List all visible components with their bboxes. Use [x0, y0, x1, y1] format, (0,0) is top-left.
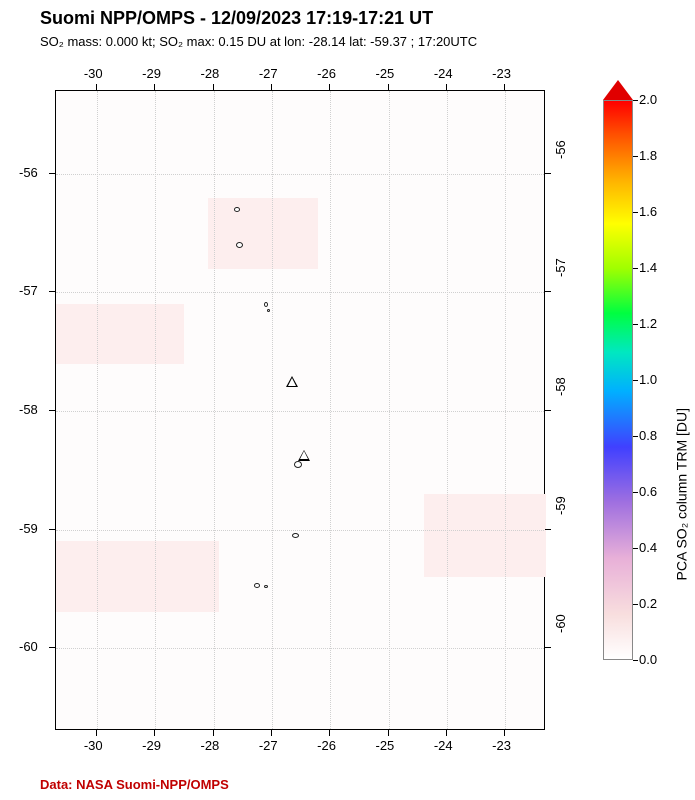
gridline-vertical [155, 91, 156, 729]
lon-tick-label: -30 [84, 738, 103, 753]
colorbar-tick-label: 1.8 [639, 148, 657, 163]
gridline-horizontal [56, 648, 544, 649]
colorbar-over-arrow [603, 80, 633, 100]
lat-tick-label: -58 [553, 377, 568, 396]
lat-tick-label: -56 [553, 140, 568, 159]
colorbar-tick-label: 1.2 [639, 316, 657, 331]
lon-tick-label: -24 [434, 66, 453, 81]
lon-tick-label: -26 [317, 738, 336, 753]
colorbar-tick-label: 1.4 [639, 260, 657, 275]
colorbar-gradient [603, 100, 633, 660]
island-outline [292, 533, 299, 538]
island-outline [254, 583, 260, 588]
lon-tick-label: -27 [259, 66, 278, 81]
colorbar-tick-label: 1.6 [639, 204, 657, 219]
lon-tick-label: -29 [142, 66, 161, 81]
lon-tick-label: -30 [84, 66, 103, 81]
colorbar-tick-label: 2.0 [639, 92, 657, 107]
lon-tick-label: -25 [376, 738, 395, 753]
volcano-marker-icon [286, 376, 298, 387]
lat-tick-label: -60 [553, 614, 568, 633]
colorbar-tick-label: 0.4 [639, 540, 657, 555]
gridline-vertical [272, 91, 273, 729]
gridline-vertical [97, 91, 98, 729]
gridline-vertical [214, 91, 215, 729]
chart-title: Suomi NPP/OMPS - 12/09/2023 17:19-17:21 … [40, 8, 433, 29]
colorbar-title: PCA SO₂ column TRM [DU] [673, 408, 689, 580]
data-credit: Data: NASA Suomi-NPP/OMPS [40, 777, 229, 792]
colorbar-tick-label: 1.0 [639, 372, 657, 387]
map-plot-area [55, 90, 545, 730]
volcano-marker-icon [298, 450, 310, 461]
data-patch [56, 304, 184, 363]
colorbar: 0.00.20.40.60.81.01.21.41.61.82.0 [603, 100, 633, 700]
lon-tick-label: -28 [201, 66, 220, 81]
lat-tick-label: -57 [19, 283, 38, 298]
data-patch [56, 541, 219, 612]
lon-tick-label: -28 [201, 738, 220, 753]
lon-tick-label: -23 [492, 66, 511, 81]
lon-tick-label: -25 [376, 66, 395, 81]
lat-tick-label: -59 [553, 496, 568, 515]
lon-tick-label: -24 [434, 738, 453, 753]
island-outline [267, 309, 270, 312]
island-outline [234, 207, 240, 212]
lon-tick-label: -29 [142, 738, 161, 753]
gridline-horizontal [56, 292, 544, 293]
lat-tick-label: -60 [19, 639, 38, 654]
gridline-vertical [447, 91, 448, 729]
colorbar-tick-label: 0.6 [639, 484, 657, 499]
colorbar-tick-label: 0.0 [639, 652, 657, 667]
data-patch [208, 198, 319, 269]
data-patch [424, 494, 547, 577]
gridline-vertical [505, 91, 506, 729]
lon-tick-label: -26 [317, 66, 336, 81]
island-outline [264, 585, 268, 588]
gridline-horizontal [56, 174, 544, 175]
colorbar-under-arrow [603, 660, 633, 680]
island-outline [264, 302, 268, 307]
gridline-horizontal [56, 411, 544, 412]
lon-tick-label: -23 [492, 738, 511, 753]
chart-subtitle: SO₂ mass: 0.000 kt; SO₂ max: 0.15 DU at … [40, 34, 477, 49]
gridline-vertical [330, 91, 331, 729]
lon-tick-label: -27 [259, 738, 278, 753]
colorbar-tick-label: 0.8 [639, 428, 657, 443]
lat-tick-label: -57 [553, 259, 568, 278]
lat-tick-label: -59 [19, 521, 38, 536]
island-outline [294, 461, 302, 468]
gridline-vertical [389, 91, 390, 729]
lat-tick-label: -56 [19, 165, 38, 180]
lat-tick-label: -58 [19, 402, 38, 417]
gridline-horizontal [56, 530, 544, 531]
colorbar-tick-label: 0.2 [639, 596, 657, 611]
